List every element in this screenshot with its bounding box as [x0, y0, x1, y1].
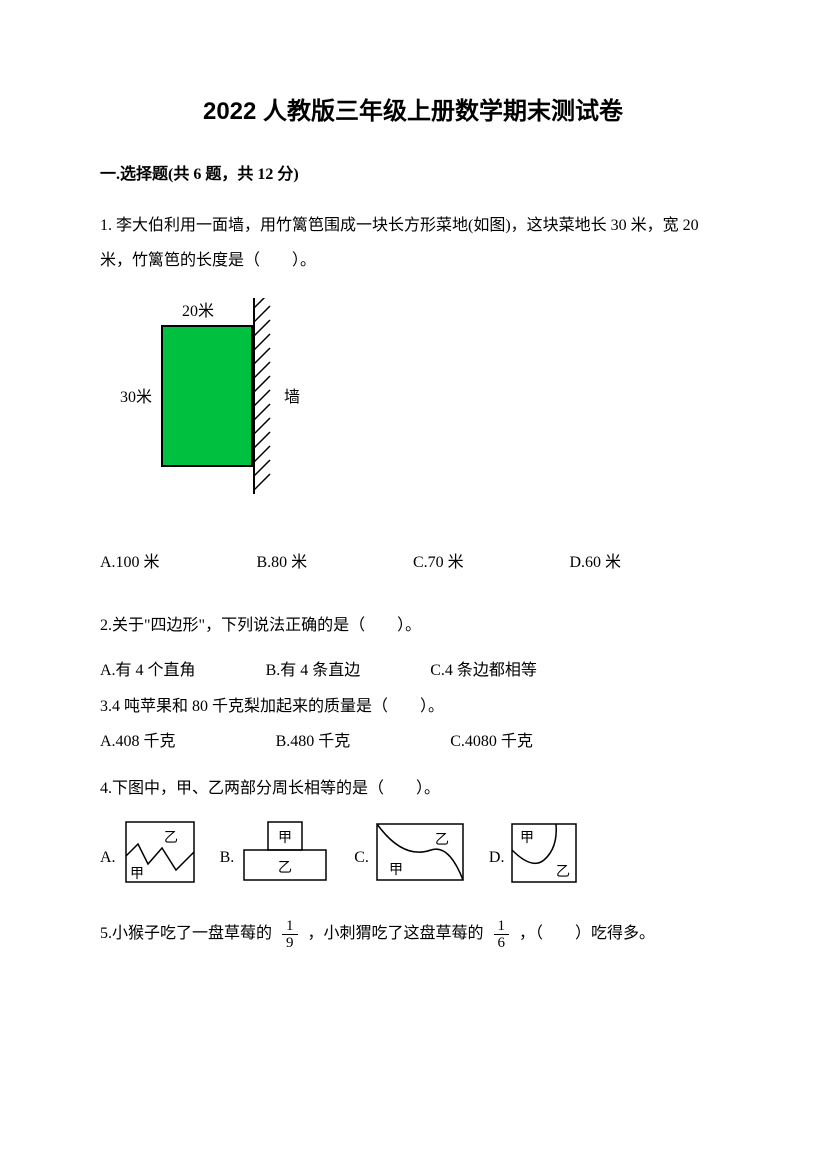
q5-part1: 5.小猴子吃了一盘草莓的 — [100, 925, 272, 942]
q1-option-b: B.80 米 — [257, 549, 414, 578]
q5-frac1: 1 9 — [282, 918, 298, 952]
q3-option-b: B.480 千克 — [276, 728, 351, 757]
q4-label-a: A. — [100, 844, 116, 873]
height-label: 30米 — [120, 388, 152, 406]
svg-text:乙: 乙 — [164, 830, 178, 846]
q4-figure-b-icon: 甲 乙 — [238, 820, 332, 886]
q5-part3: ，（ ）吃得多。 — [519, 925, 655, 942]
q5-part2: ，小刺猬吃了这盘草莓的 — [308, 925, 484, 942]
q5-frac2-num: 1 — [494, 918, 510, 936]
svg-text:甲: 甲 — [389, 863, 403, 878]
question-1-options: A.100 米 B.80 米 C.70 米 D.60 米 — [100, 549, 726, 578]
svg-text:甲: 甲 — [130, 867, 144, 882]
q4-figure-a-icon: 乙 甲 — [120, 820, 198, 886]
width-label: 20米 — [182, 302, 214, 320]
question-3-options: A.408 千克 B.480 千克 C.4080 千克 — [100, 728, 726, 757]
page-title: 2022 人教版三年级上册数学期末测试卷 — [100, 90, 726, 133]
svg-text:乙: 乙 — [278, 860, 292, 876]
question-4-figures: A. 乙 甲 B. 甲 乙 C. 乙 甲 D. 甲 — [100, 820, 726, 886]
q5-frac1-den: 9 — [282, 935, 298, 952]
q4-label-d: D. — [489, 844, 505, 873]
q4-figure-c-icon: 乙 甲 — [373, 820, 467, 886]
question-3-text: 3.4 吨苹果和 80 千克梨加起来的质量是（ ）。 — [100, 692, 726, 722]
q4-option-c: C. 乙 甲 — [354, 820, 467, 886]
q1-option-c: C.70 米 — [413, 549, 570, 578]
question-5-text: 5.小猴子吃了一盘草莓的 1 9 ，小刺猬吃了这盘草莓的 1 6 ，（ ）吃得多… — [100, 916, 726, 951]
q2-option-b: B.有 4 条直边 — [266, 657, 361, 686]
q5-frac2-den: 6 — [494, 935, 510, 952]
q4-label-c: C. — [354, 844, 369, 873]
q3-option-c: C.4080 千克 — [450, 728, 533, 757]
svg-text:乙: 乙 — [435, 832, 449, 848]
q4-option-b: B. 甲 乙 — [220, 820, 333, 886]
q1-option-d: D.60 米 — [570, 549, 727, 578]
question-2-options: A.有 4 个直角 B.有 4 条直边 C.4 条边都相等 — [100, 657, 726, 686]
q2-option-a: A.有 4 个直角 — [100, 657, 196, 686]
wall-label: 墙 — [284, 388, 300, 406]
question-4-text: 4.下图中，甲、乙两部分周长相等的是（ ）。 — [100, 771, 726, 806]
q4-figure-d-icon: 甲 乙 — [508, 820, 580, 886]
rect-vegetable-plot — [162, 326, 252, 466]
question-1-diagram: 20米 30米 墙 — [120, 298, 726, 519]
q5-frac2: 1 6 — [494, 918, 510, 952]
q3-option-a: A.408 千克 — [100, 728, 176, 757]
q4-option-a: A. 乙 甲 — [100, 820, 198, 886]
q4-label-b: B. — [220, 844, 235, 873]
section-header: 一.选择题(共 6 题，共 12 分) — [100, 161, 726, 190]
question-1-text: 1. 李大伯利用一面墙，用竹篱笆围成一块长方形菜地(如图)，这块菜地长 30 米… — [100, 208, 726, 278]
q1-option-a: A.100 米 — [100, 549, 257, 578]
svg-text:乙: 乙 — [556, 864, 570, 880]
svg-text:甲: 甲 — [520, 831, 534, 846]
q5-frac1-num: 1 — [282, 918, 298, 936]
svg-text:甲: 甲 — [278, 831, 292, 846]
q4-option-d: D. 甲 乙 — [489, 820, 581, 886]
question-2-text: 2.关于"四边形"，下列说法正确的是（ ）。 — [100, 608, 726, 643]
q2-option-c: C.4 条边都相等 — [430, 657, 537, 686]
